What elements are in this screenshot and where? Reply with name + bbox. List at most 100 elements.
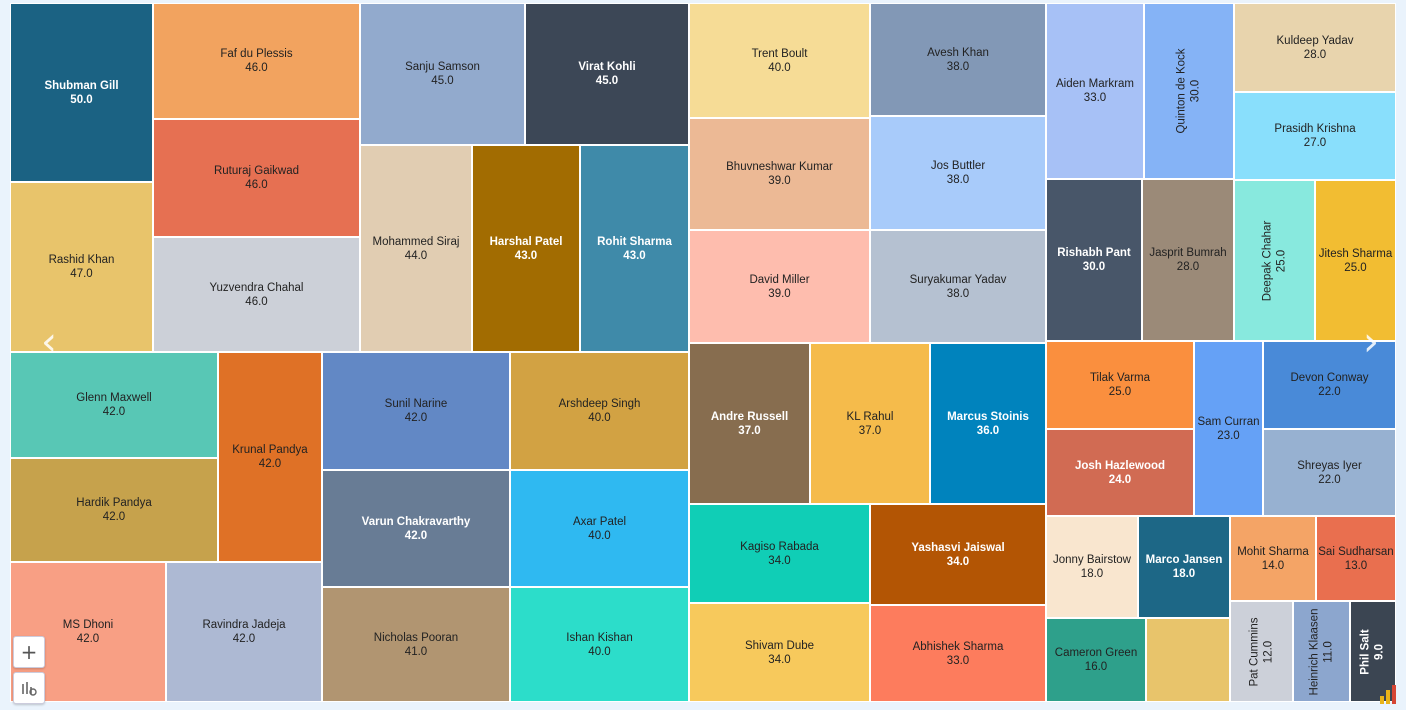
- treemap-tile[interactable]: Sunil Narine 42.0: [322, 352, 510, 470]
- treemap-tile[interactable]: Suryakumar Yadav 38.0: [870, 230, 1046, 343]
- treemap-tile[interactable]: Phil Salt 9.0: [1350, 601, 1396, 702]
- treemap-tile[interactable]: Heinrich Klaasen 11.0: [1293, 601, 1350, 702]
- treemap-tile[interactable]: [1146, 618, 1230, 702]
- tile-name: Avesh Khan: [927, 46, 989, 59]
- treemap-tile[interactable]: Yuzvendra Chahal 46.0: [153, 237, 360, 352]
- treemap-tile[interactable]: Axar Patel 40.0: [510, 470, 689, 587]
- treemap-tile[interactable]: Marcus Stoinis 36.0: [930, 343, 1046, 504]
- treemap-tile[interactable]: Arshdeep Singh 40.0: [510, 352, 689, 470]
- tile-value: 39.0: [768, 175, 791, 187]
- treemap-tile[interactable]: Yashasvi Jaiswal 34.0: [870, 504, 1046, 605]
- tile-label: Quinton de Kock 30.0: [1175, 48, 1203, 133]
- tile-label: Marcus Stoinis 36.0: [947, 410, 1029, 438]
- treemap-tile[interactable]: Nicholas Pooran 41.0: [322, 587, 510, 702]
- treemap-tile[interactable]: Hardik Pandya 42.0: [10, 458, 218, 562]
- tile-value: 42.0: [232, 633, 256, 645]
- tile-label: Abhishek Sharma 33.0: [913, 640, 1004, 668]
- treemap-tile[interactable]: Marco Jansen 18.0: [1138, 516, 1230, 618]
- treemap-tile[interactable]: Shivam Dube 34.0: [689, 603, 870, 702]
- treemap-tile[interactable]: Rashid Khan 47.0: [10, 182, 153, 352]
- tile-value: 30.0: [1190, 79, 1202, 103]
- treemap-tile[interactable]: Abhishek Sharma 33.0: [870, 605, 1046, 702]
- tile-value: 25.0: [1344, 261, 1367, 274]
- map-style-button[interactable]: [13, 672, 45, 704]
- tile-value: 28.0: [1303, 48, 1327, 61]
- tile-label: Ruturaj Gaikwad 46.0: [214, 164, 299, 192]
- treemap-tile[interactable]: Virat Kohli 45.0: [525, 3, 689, 145]
- tile-name: David Miller: [749, 273, 810, 286]
- tile-label: Yuzvendra Chahal 46.0: [210, 281, 304, 309]
- treemap-tile[interactable]: Krunal Pandya 42.0: [218, 352, 322, 562]
- next-arrow-icon[interactable]: ›: [1363, 319, 1379, 365]
- tile-label: Deepak Chahar 25.0: [1261, 220, 1289, 301]
- tile-value: 38.0: [946, 174, 970, 186]
- treemap-tile[interactable]: Ruturaj Gaikwad 46.0: [153, 119, 360, 237]
- tile-label: Glenn Maxwell 42.0: [76, 391, 151, 419]
- treemap-tile[interactable]: Varun Chakravarthy 42.0: [322, 470, 510, 587]
- treemap-tile[interactable]: Sam Curran 23.0: [1194, 341, 1263, 516]
- treemap-tile[interactable]: Faf du Plessis 46.0: [153, 3, 360, 119]
- treemap-tile[interactable]: Jonny Bairstow 18.0: [1046, 516, 1138, 618]
- treemap-tile[interactable]: Prasidh Krishna 27.0: [1234, 92, 1396, 180]
- tile-name: Sai Sudharsan: [1318, 545, 1394, 558]
- treemap-tile[interactable]: KL Rahul 37.0: [810, 343, 930, 504]
- treemap-tile[interactable]: Deepak Chahar 25.0: [1234, 180, 1315, 341]
- tile-label: Yashasvi Jaiswal 34.0: [911, 541, 1004, 569]
- treemap-tile[interactable]: Rishabh Pant 30.0: [1046, 179, 1142, 341]
- tile-value: 42.0: [404, 412, 428, 424]
- treemap-tile[interactable]: Kuldeep Yadav 28.0: [1234, 3, 1396, 92]
- treemap-tile[interactable]: Cameron Green 16.0: [1046, 618, 1146, 702]
- tile-name: Jonny Bairstow: [1053, 554, 1131, 566]
- treemap-tile[interactable]: Shubman Gill 50.0: [10, 3, 153, 182]
- tile-value: 13.0: [1344, 559, 1368, 572]
- treemap-tile[interactable]: Glenn Maxwell 42.0: [10, 352, 218, 458]
- tile-label: Ishan Kishan 40.0: [566, 631, 633, 659]
- tile-label: Mohit Sharma 14.0: [1237, 545, 1309, 573]
- tile-value: 40.0: [588, 412, 611, 424]
- tile-label: Harshal Patel 43.0: [490, 235, 563, 263]
- treemap-tile[interactable]: Jos Buttler 38.0: [870, 116, 1046, 230]
- treemap-tile[interactable]: David Miller 39.0: [689, 230, 870, 343]
- zoom-in-button[interactable]: +: [13, 636, 45, 668]
- treemap-tile[interactable]: Tilak Varma 25.0: [1046, 341, 1194, 429]
- tile-name: Prasidh Krishna: [1274, 123, 1356, 135]
- treemap-tile[interactable]: Mohit Sharma 14.0: [1230, 516, 1316, 601]
- treemap-tile[interactable]: Aiden Markram 33.0: [1046, 3, 1144, 179]
- tile-value: 40.0: [588, 529, 611, 542]
- tile-name: Jitesh Sharma: [1318, 247, 1393, 260]
- treemap-tile[interactable]: Andre Russell 37.0: [689, 343, 810, 504]
- treemap-tile[interactable]: Shreyas Iyer 22.0: [1263, 429, 1396, 516]
- treemap-tile[interactable]: Avesh Khan 38.0: [870, 3, 1046, 116]
- treemap-tile[interactable]: Rohit Sharma 43.0: [580, 145, 689, 352]
- treemap-tile[interactable]: Ishan Kishan 40.0: [510, 587, 689, 702]
- treemap-tile[interactable]: Sanju Samson 45.0: [360, 3, 525, 145]
- tile-name: Mohit Sharma: [1237, 545, 1309, 558]
- tile-label: Trent Boult 40.0: [752, 47, 808, 75]
- treemap-tile[interactable]: Pat Cummins 12.0: [1230, 601, 1293, 702]
- treemap-tile[interactable]: Devon Conway 22.0: [1263, 341, 1396, 429]
- treemap-tile[interactable]: Mohammed Siraj 44.0: [360, 145, 472, 352]
- tile-name: Andre Russell: [710, 410, 789, 423]
- treemap-tile[interactable]: Bhuvneshwar Kumar 39.0: [689, 118, 870, 230]
- treemap-tile[interactable]: Harshal Patel 43.0: [472, 145, 580, 352]
- tile-label: Marco Jansen 18.0: [1146, 553, 1223, 581]
- tile-label: Varun Chakravarthy 42.0: [362, 515, 471, 543]
- tile-value: 46.0: [245, 62, 268, 74]
- tile-label: Devon Conway 22.0: [1291, 371, 1369, 399]
- tile-label: Krunal Pandya 42.0: [232, 443, 307, 471]
- treemap-tile[interactable]: Quinton de Kock 30.0: [1144, 3, 1234, 179]
- treemap-tile[interactable]: Ravindra Jadeja 42.0: [166, 562, 322, 702]
- treemap-tile[interactable]: Sai Sudharsan 13.0: [1316, 516, 1396, 601]
- tile-value: 42.0: [258, 458, 282, 470]
- treemap-tile[interactable]: Trent Boult 40.0: [689, 3, 870, 118]
- treemap-tile[interactable]: Kagiso Rabada 34.0: [689, 504, 870, 603]
- previous-arrow-icon[interactable]: ‹: [41, 319, 57, 365]
- tile-label: Axar Patel 40.0: [573, 515, 626, 543]
- tile-name: Shivam Dube: [744, 639, 815, 652]
- tile-name: Kagiso Rabada: [740, 540, 819, 553]
- tile-name: Arshdeep Singh: [558, 398, 641, 410]
- tile-name: Axar Patel: [572, 515, 627, 528]
- treemap-tile[interactable]: Jasprit Bumrah 28.0: [1142, 179, 1234, 341]
- treemap-tile[interactable]: Jitesh Sharma 25.0: [1315, 180, 1396, 341]
- treemap-tile[interactable]: Josh Hazlewood 24.0: [1046, 429, 1194, 516]
